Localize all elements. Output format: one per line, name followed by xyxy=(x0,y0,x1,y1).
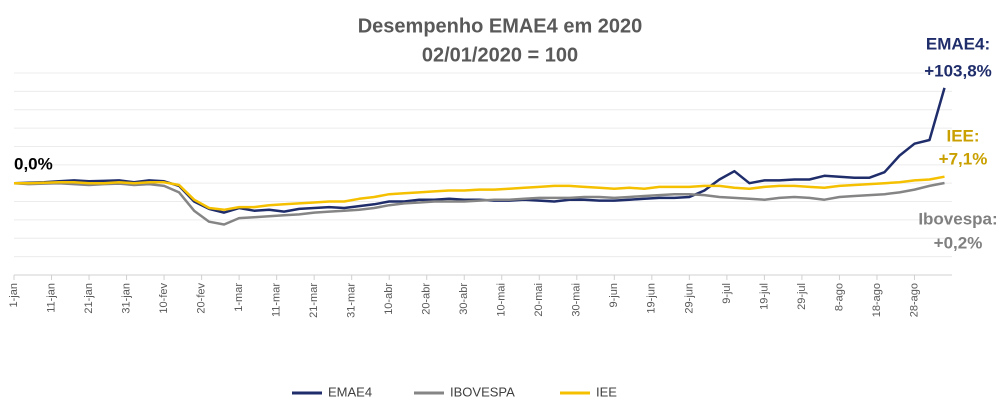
annotation: EMAE4: xyxy=(926,34,990,53)
x-tick-label: 9-jun xyxy=(608,283,620,307)
x-tick-label: 21-mar xyxy=(308,283,320,318)
x-tick-label: 31-mar xyxy=(346,283,358,318)
x-tick-label: 10-abr xyxy=(383,283,395,315)
chart-subtitle: 02/01/2020 = 100 xyxy=(422,44,578,66)
x-tick-label: 20-mai xyxy=(533,283,545,317)
x-tick-label: 1-mar xyxy=(233,283,245,312)
x-tick-label: 19-jun xyxy=(646,283,658,314)
x-tick-label: 1-jan xyxy=(8,283,20,307)
series-line xyxy=(13,87,946,214)
annotation: IEE: xyxy=(946,126,979,145)
x-tick-label: 20-abr xyxy=(421,283,433,315)
legend-label: IBOVESPA xyxy=(450,384,515,399)
annotation: Ibovespa: xyxy=(918,209,997,228)
legend-label: IEE xyxy=(596,384,617,399)
annotation: 0,0% xyxy=(14,154,53,173)
x-tick-label: 20-fev xyxy=(196,283,208,314)
x-tick-label: 29-jun xyxy=(683,283,695,314)
series-line xyxy=(14,175,945,212)
legend-label: EMAE4 xyxy=(328,384,372,399)
x-tick-label: 28-ago xyxy=(908,283,920,317)
x-tick-label: 19-jul xyxy=(758,283,770,310)
chart-title: Desempenho EMAE4 em 2020 xyxy=(358,15,643,37)
x-tick-label: 31-jan xyxy=(120,283,132,314)
x-tick-label: 11-jan xyxy=(45,283,57,313)
x-tick-label: 10-fev xyxy=(158,283,170,314)
x-tick-label: 9-jul xyxy=(721,283,733,304)
x-tick-label: 11-mar xyxy=(271,283,283,317)
series-line xyxy=(13,181,945,226)
x-tick-label: 21-jan xyxy=(83,283,95,314)
x-tick-label: 8-ago xyxy=(833,283,845,311)
x-tick-label: 10-mai xyxy=(496,283,508,317)
annotation: +0,2% xyxy=(934,233,983,252)
x-tick-label: 29-jul xyxy=(796,283,808,310)
annotation: +7,1% xyxy=(939,149,988,168)
annotation: +103,8% xyxy=(924,61,992,80)
x-tick-label: 18-ago xyxy=(871,283,883,317)
x-tick-label: 30-mai xyxy=(571,283,583,317)
x-tick-label: 30-abr xyxy=(458,283,470,315)
